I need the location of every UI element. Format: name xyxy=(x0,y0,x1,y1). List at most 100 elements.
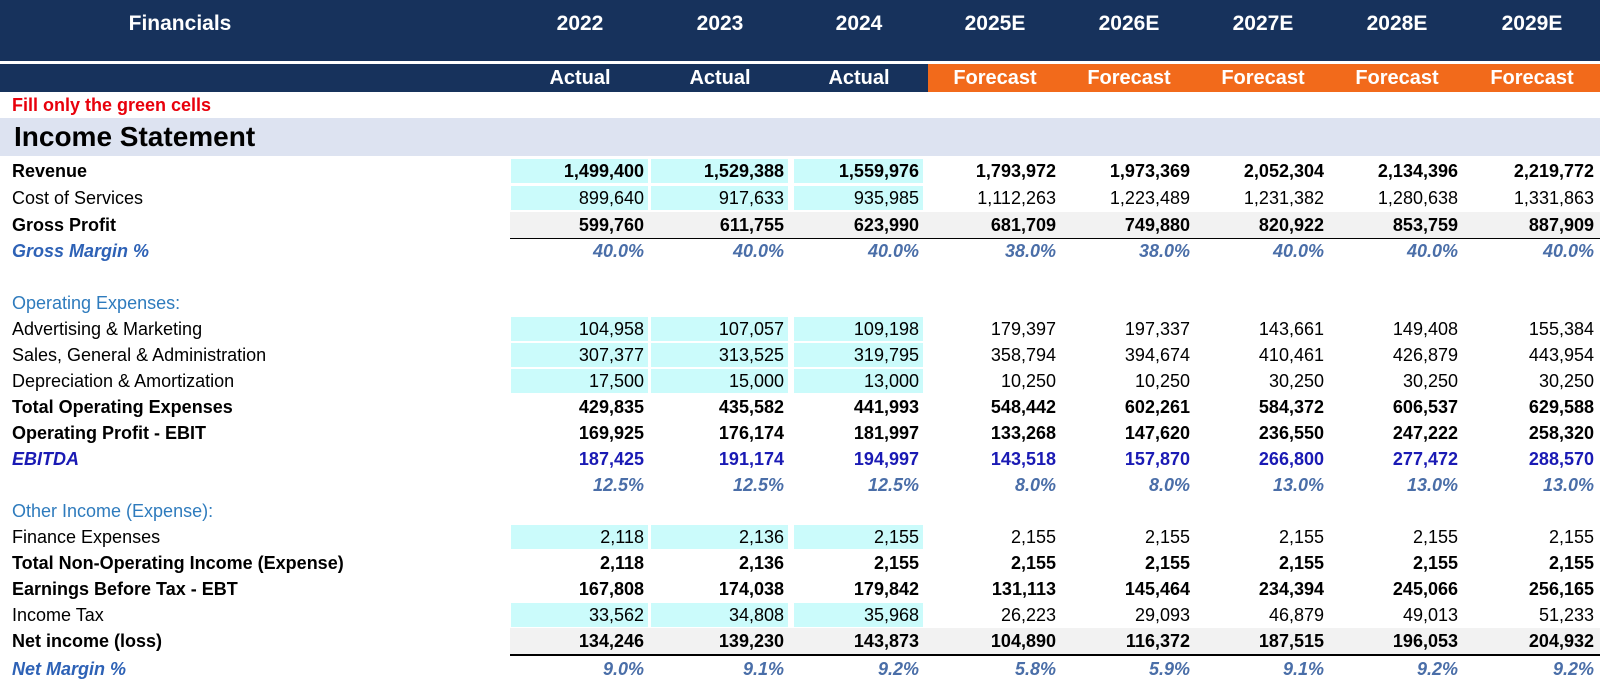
value-cell: 2,155 xyxy=(873,553,919,573)
value-cell: 1,793,972 xyxy=(975,161,1056,181)
value-cell: 9.2% xyxy=(1416,659,1458,679)
value-cell: 17,500 xyxy=(588,371,644,391)
value-cell: 435,582 xyxy=(718,397,784,417)
value-cell: 13.0% xyxy=(1542,475,1594,495)
value-cell: 2,155 xyxy=(1412,527,1458,547)
column-type-6: Forecast xyxy=(1221,67,1305,89)
row-label: Gross Margin % xyxy=(12,241,150,261)
value-cell: 358,794 xyxy=(990,345,1056,365)
value-cell: 319,795 xyxy=(853,345,919,365)
value-cell: 204,932 xyxy=(1528,631,1594,651)
value-cell: 169,925 xyxy=(578,423,644,443)
value-cell: 12.5% xyxy=(867,475,919,495)
value-cell: 13.0% xyxy=(1272,475,1324,495)
input-cell xyxy=(651,317,788,341)
value-cell: 1,499,400 xyxy=(563,161,644,181)
section-title: Income Statement xyxy=(14,121,256,152)
value-cell: 2,155 xyxy=(1278,527,1324,547)
value-cell: 2,134,396 xyxy=(1377,161,1458,181)
input-cell xyxy=(511,186,648,210)
value-cell: 2,219,772 xyxy=(1513,161,1594,181)
row-label: Income Tax xyxy=(12,605,104,625)
value-cell: 2,118 xyxy=(599,553,644,573)
input-cell xyxy=(794,343,923,367)
value-cell: 30,250 xyxy=(1538,371,1594,391)
value-cell: 191,174 xyxy=(718,449,784,469)
row-label: Earnings Before Tax - EBT xyxy=(12,579,238,599)
value-cell: 2,155 xyxy=(1010,553,1056,573)
column-type-4: Forecast xyxy=(953,67,1037,89)
row-label: Cost of Services xyxy=(12,188,144,208)
value-cell: 51,233 xyxy=(1538,605,1594,625)
column-type-8: Forecast xyxy=(1490,67,1574,89)
value-cell: 548,442 xyxy=(990,397,1056,417)
value-cell: 143,518 xyxy=(990,449,1056,469)
value-cell: 30,250 xyxy=(1402,371,1458,391)
value-cell: 266,800 xyxy=(1258,449,1324,469)
value-cell: 584,372 xyxy=(1258,397,1324,417)
value-cell: 426,879 xyxy=(1392,345,1458,365)
value-cell: 107,057 xyxy=(718,319,784,339)
column-type-2: Actual xyxy=(689,67,751,89)
value-cell: 26,223 xyxy=(1000,605,1056,625)
input-cell xyxy=(511,369,648,393)
income-statement-band: Income Statement xyxy=(0,118,1600,156)
value-cell: 2,155 xyxy=(1144,527,1190,547)
value-cell: 155,384 xyxy=(1528,319,1594,339)
year-header-2029e: 2029E xyxy=(1501,12,1563,35)
value-cell: 681,709 xyxy=(990,215,1056,235)
input-cell xyxy=(651,159,788,183)
input-cell xyxy=(651,525,788,549)
value-cell: 606,537 xyxy=(1392,397,1458,417)
year-header-2027e: 2027E xyxy=(1232,12,1294,35)
input-cell xyxy=(511,603,648,627)
row-label: Finance Expenses xyxy=(12,527,161,547)
input-cell xyxy=(794,603,923,627)
value-cell: 104,958 xyxy=(578,319,644,339)
value-cell: 8.0% xyxy=(1014,475,1056,495)
input-cell xyxy=(794,525,923,549)
total-row-underline xyxy=(510,654,1600,656)
value-cell: 887,909 xyxy=(1528,215,1594,235)
input-cell xyxy=(511,159,648,183)
header-year-band xyxy=(0,0,1600,61)
year-header-2026e: 2026E xyxy=(1098,12,1160,35)
value-cell: 1,559,976 xyxy=(838,161,919,181)
value-cell: 2,155 xyxy=(873,527,919,547)
value-cell: 12.5% xyxy=(732,475,784,495)
value-cell: 29,093 xyxy=(1134,605,1190,625)
value-cell: 247,222 xyxy=(1392,423,1458,443)
value-cell: 157,870 xyxy=(1124,449,1190,469)
value-cell: 49,013 xyxy=(1402,605,1458,625)
value-cell: 288,570 xyxy=(1528,449,1594,469)
value-cell: 1,529,388 xyxy=(703,161,784,181)
value-cell: 10,250 xyxy=(1000,371,1056,391)
value-cell: 1,223,489 xyxy=(1109,188,1190,208)
year-header-2024: 2024 xyxy=(835,12,883,35)
row-label: Revenue xyxy=(12,161,88,181)
value-cell: 15,000 xyxy=(728,371,784,391)
value-cell: 245,066 xyxy=(1392,579,1458,599)
value-cell: 2,136 xyxy=(738,527,784,547)
value-cell: 35,968 xyxy=(863,605,919,625)
value-cell: 611,755 xyxy=(719,215,784,235)
value-cell: 410,461 xyxy=(1258,345,1324,365)
value-cell: 139,230 xyxy=(718,631,784,651)
value-cell: 181,997 xyxy=(853,423,919,443)
year-header-2028e: 2028E xyxy=(1366,12,1428,35)
value-cell: 131,113 xyxy=(991,579,1056,599)
value-cell: 38.0% xyxy=(1138,241,1190,261)
row-label: Total Non-Operating Income (Expense) xyxy=(12,553,344,573)
value-cell: 104,890 xyxy=(990,631,1056,651)
year-header-2022: 2022 xyxy=(556,12,604,35)
value-cell: 5.8% xyxy=(1014,659,1056,679)
value-cell: 38.0% xyxy=(1004,241,1056,261)
value-cell: 179,842 xyxy=(853,579,919,599)
row-label: Other Income (Expense): xyxy=(12,501,214,521)
value-cell: 40.0% xyxy=(1406,241,1458,261)
value-cell: 1,231,382 xyxy=(1243,188,1324,208)
value-cell: 307,377 xyxy=(578,345,644,365)
value-cell: 187,425 xyxy=(578,449,644,469)
value-cell: 143,873 xyxy=(853,631,919,651)
value-cell: 149,408 xyxy=(1392,319,1458,339)
